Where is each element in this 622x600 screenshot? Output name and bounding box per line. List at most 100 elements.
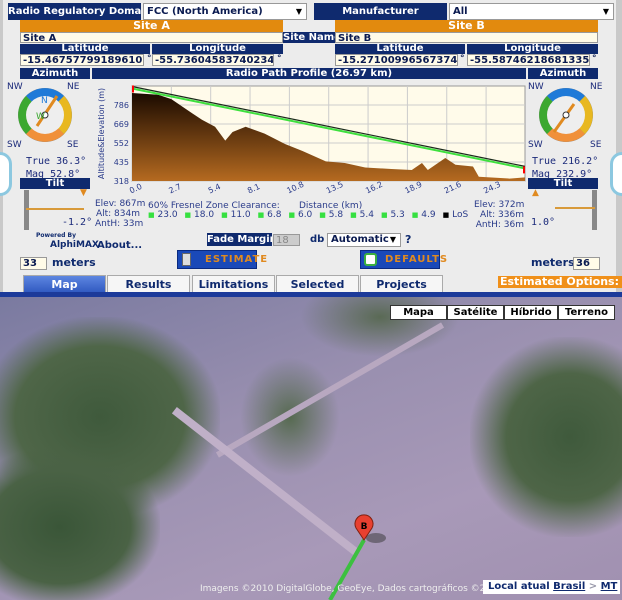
- x-tick-label: 16.2: [364, 180, 384, 196]
- site-a-elev: Elev: 867m: [95, 199, 146, 209]
- marker-label: B: [361, 522, 368, 532]
- site-b-height-unit: meters: [531, 256, 575, 269]
- site-a-anth: AntH: 33m: [95, 219, 144, 229]
- domain-select[interactable]: FCC (North America) ▼: [143, 3, 307, 20]
- site-b-tilt-handle[interactable]: [555, 207, 595, 209]
- estimate-button[interactable]: ESTIMATE: [177, 250, 267, 269]
- site-a-latitude-label: Latitude: [20, 44, 150, 54]
- fresnel-label: 60% Fresnel Zone Clearance:: [148, 201, 280, 211]
- satellite-map[interactable]: [0, 297, 622, 600]
- site-a-true-azimuth: True 36.3°: [26, 156, 87, 167]
- manufacturer-value: All: [453, 6, 468, 17]
- site-a-name-input[interactable]: Site A: [20, 32, 283, 43]
- azimuth-needle[interactable]: [35, 95, 59, 127]
- degree-symbol: °: [460, 54, 465, 64]
- y-tick-label: 669: [114, 120, 129, 129]
- x-tick-label: 18.9: [403, 180, 423, 196]
- fresnel-value: ■ 4.9: [411, 210, 436, 220]
- tab-selected[interactable]: Selected: [276, 275, 359, 293]
- about-link[interactable]: About...: [97, 240, 143, 251]
- tab-map[interactable]: Map: [23, 275, 106, 293]
- x-tick-label: 24.3: [482, 180, 502, 196]
- location-country-link[interactable]: Brasil: [553, 581, 586, 592]
- site-b-name-input[interactable]: Site B: [335, 32, 598, 43]
- site-a-mag-azimuth: Mag 52.8°: [26, 169, 81, 180]
- site-a-antenna-mark: [132, 85, 134, 93]
- x-tick-label: 13.5: [325, 180, 345, 196]
- site-b-tilt-slider[interactable]: [592, 190, 597, 230]
- site-b-compass[interactable]: [536, 82, 606, 152]
- current-location: Local atual Brasil > MT: [483, 580, 620, 594]
- site-a-longitude-label: Longitude: [152, 44, 283, 54]
- map-type-terreno[interactable]: Terreno: [558, 305, 615, 320]
- site-b-header: Site B: [335, 20, 598, 32]
- calculator-icon: [182, 253, 191, 266]
- estimate-label: ESTIMATE: [205, 254, 269, 265]
- defaults-button[interactable]: DEFAULTS: [360, 250, 447, 269]
- chart-xlabel: Distance (km): [299, 201, 363, 211]
- manufacturer-label: Manufacturer: [314, 3, 447, 20]
- fade-unit: db: [310, 234, 325, 245]
- arrow-down-icon: ▼: [80, 188, 87, 198]
- site-a-alt: Alt: 834m: [95, 209, 140, 219]
- site-b-elev: Elev: 372m: [474, 200, 525, 210]
- fade-margin-input[interactable]: 18: [273, 234, 300, 246]
- site-a-height-unit: meters: [52, 256, 96, 269]
- x-tick-label: 2.7: [167, 182, 182, 196]
- azimuth-needle[interactable]: [552, 103, 576, 133]
- site-b-mag-azimuth: Mag 232.9°: [532, 169, 593, 180]
- site-b-latitude-input[interactable]: -15.27100996567374: [335, 54, 458, 66]
- fresnel-value: ■ 6.8: [257, 210, 282, 220]
- compass-ne: NE: [67, 82, 80, 92]
- site-b-longitude-input[interactable]: -55.587462186813354: [467, 54, 590, 66]
- site-b-latitude-label: Latitude: [335, 44, 465, 54]
- x-tick-label: 0.0: [128, 182, 143, 196]
- defaults-label: DEFAULTS: [385, 254, 449, 265]
- collapse-left-handle[interactable]: [0, 152, 12, 196]
- map-type-mapa[interactable]: Mapa: [390, 305, 447, 320]
- arrow-up-icon: ▲: [532, 188, 539, 198]
- site-name-label: Site Name: [283, 32, 335, 43]
- map-attribution: Imagens ©2010 DigitalGlobe, GeoEye, Dado…: [200, 584, 503, 594]
- site-a-compass[interactable]: [15, 82, 85, 152]
- site-a-height-input[interactable]: 33: [20, 257, 47, 270]
- estimated-options: Estimated Options: 98: [498, 276, 622, 288]
- site-b-alt: Alt: 336m: [479, 210, 524, 220]
- x-tick-label: 10.8: [285, 180, 305, 196]
- alphimax-logo: AlphiMAX: [50, 240, 99, 250]
- x-tick-label: 8.1: [246, 182, 261, 196]
- map-type-satelite[interactable]: Satélite: [447, 305, 504, 320]
- map-type-hibrido[interactable]: Híbrido: [504, 305, 558, 320]
- collapse-right-handle[interactable]: [610, 152, 622, 196]
- fade-mode-select[interactable]: Automatic ▼: [327, 233, 401, 247]
- dropdown-arrow-icon: ▼: [389, 235, 396, 244]
- fresnel-value: ■ 6.0: [288, 210, 313, 220]
- powered-by-label: Powered By: [36, 232, 77, 239]
- site-a-tilt-value: -1.2°: [62, 217, 93, 228]
- site-b-tilt-value: 1.0°: [531, 217, 556, 228]
- tab-limitations[interactable]: Limitations: [192, 275, 275, 293]
- fresnel-value: ■ 5.8: [319, 210, 344, 220]
- site-b-marker[interactable]: [354, 514, 374, 541]
- tab-bar-divider: [0, 292, 622, 297]
- fresnel-value: ■ 5.4: [350, 210, 374, 220]
- location-label: Local atual: [488, 581, 550, 592]
- site-a-longitude-input[interactable]: -55.736045837402344: [152, 54, 274, 66]
- site-a-latitude-input[interactable]: -15.467577991896107: [20, 54, 144, 66]
- compass-nw: NW: [528, 82, 544, 92]
- compass-se: SE: [590, 140, 602, 150]
- site-b-true-azimuth: True 216.2°: [532, 156, 599, 167]
- site-b-anth: AntH: 36m: [475, 220, 524, 230]
- site-a-tilt-slider[interactable]: [24, 190, 29, 230]
- fresnel-value: ■ 11.0: [221, 210, 251, 220]
- manufacturer-select[interactable]: All ▼: [449, 3, 614, 20]
- tab-results[interactable]: Results: [107, 275, 190, 293]
- los-legend: ■ LoS: [442, 210, 469, 220]
- site-a-tilt-handle[interactable]: [26, 208, 84, 210]
- help-icon[interactable]: ?: [405, 233, 412, 246]
- y-tick-label: 435: [114, 158, 129, 167]
- site-a-azimuth-label: Azimuth: [20, 68, 90, 79]
- location-state-link[interactable]: MT: [600, 581, 618, 592]
- site-b-height-input[interactable]: 36: [573, 257, 600, 270]
- tab-projects[interactable]: Projects: [360, 275, 443, 293]
